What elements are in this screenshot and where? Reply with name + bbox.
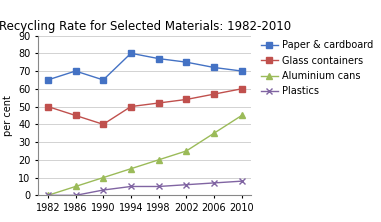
- Aluminium cans: [45, 194, 50, 197]
- Plastics: [240, 180, 244, 182]
- Glass containers: [240, 87, 244, 90]
- Plastics: [184, 183, 189, 186]
- Paper & cardboard: [129, 52, 133, 55]
- Line: Aluminium cans: Aluminium cans: [44, 112, 245, 199]
- Glass containers: [184, 98, 189, 101]
- Line: Plastics: Plastics: [45, 178, 245, 198]
- Aluminium cans: [240, 114, 244, 117]
- Aluminium cans: [184, 150, 189, 152]
- Glass containers: [101, 123, 106, 126]
- Plastics: [156, 185, 161, 188]
- Line: Paper & cardboard: Paper & cardboard: [45, 50, 245, 83]
- Plastics: [45, 194, 50, 197]
- Paper & cardboard: [184, 61, 189, 63]
- Aluminium cans: [212, 132, 216, 135]
- Glass containers: [212, 93, 216, 95]
- Paper & cardboard: [156, 57, 161, 60]
- Glass containers: [156, 102, 161, 104]
- Aluminium cans: [73, 185, 78, 188]
- Glass containers: [73, 114, 78, 117]
- Legend: Paper & cardboard, Glass containers, Aluminium cans, Plastics: Paper & cardboard, Glass containers, Alu…: [261, 40, 373, 96]
- Aluminium cans: [129, 167, 133, 170]
- Plastics: [73, 194, 78, 197]
- Paper & cardboard: [45, 79, 50, 81]
- Plastics: [129, 185, 133, 188]
- Paper & cardboard: [101, 79, 106, 81]
- Title: Recycling Rate for Selected Materials: 1982-2010: Recycling Rate for Selected Materials: 1…: [0, 20, 291, 33]
- Plastics: [212, 182, 216, 184]
- Paper & cardboard: [212, 66, 216, 69]
- Plastics: [101, 189, 106, 191]
- Y-axis label: per cent: per cent: [3, 95, 13, 136]
- Paper & cardboard: [240, 70, 244, 72]
- Aluminium cans: [156, 159, 161, 161]
- Paper & cardboard: [73, 70, 78, 72]
- Glass containers: [129, 105, 133, 108]
- Line: Glass containers: Glass containers: [45, 86, 245, 127]
- Aluminium cans: [101, 176, 106, 179]
- Glass containers: [45, 105, 50, 108]
